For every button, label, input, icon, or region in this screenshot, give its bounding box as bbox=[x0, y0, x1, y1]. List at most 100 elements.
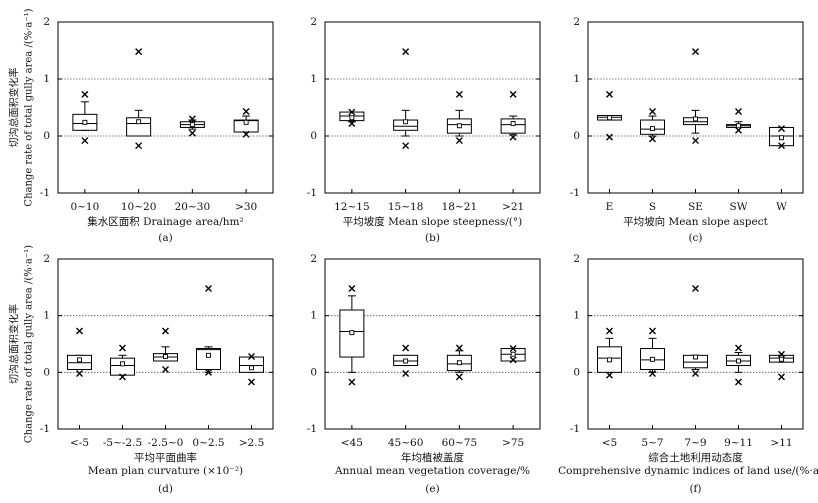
y-tick-label: 2 bbox=[310, 253, 317, 265]
y-tick-label: -1 bbox=[40, 187, 50, 199]
outlier bbox=[692, 137, 699, 145]
outlier bbox=[692, 284, 699, 292]
outlier bbox=[509, 356, 517, 364]
x-tick-label: 9~11 bbox=[724, 437, 753, 449]
panel-label: (d) bbox=[158, 483, 173, 495]
x-tick-label: 18~21 bbox=[442, 201, 478, 213]
outlier bbox=[455, 137, 463, 145]
plot-frame bbox=[57, 258, 274, 430]
x-tick-label: <45 bbox=[341, 437, 363, 449]
outlier bbox=[509, 133, 517, 141]
outlier bbox=[76, 327, 83, 335]
x-tick-label: 60~75 bbox=[442, 437, 478, 449]
y-tick-label: 0 bbox=[573, 130, 580, 142]
y-tick-label: 1 bbox=[573, 310, 580, 322]
y-tick-label: 0 bbox=[310, 366, 317, 378]
mean bbox=[650, 126, 655, 132]
x-axis-label: Mean plan curvature (×10⁻²) bbox=[88, 465, 243, 477]
outlier bbox=[455, 344, 463, 352]
y-tick-label: -1 bbox=[570, 423, 580, 435]
mean bbox=[189, 122, 195, 128]
outlier bbox=[162, 327, 169, 335]
y-axis-label: Change rate of total gully area /(%·a⁻¹) bbox=[24, 8, 35, 206]
y-tick-label: 2 bbox=[43, 16, 50, 28]
x-tick-label: 10~20 bbox=[121, 201, 157, 213]
plot-frame bbox=[587, 21, 804, 194]
outlier bbox=[649, 369, 656, 377]
outlier bbox=[778, 142, 785, 150]
x-tick-label: 20~30 bbox=[175, 201, 211, 213]
outlier bbox=[205, 368, 212, 376]
outlier bbox=[509, 345, 517, 353]
x-tick-label: 5~7 bbox=[641, 437, 663, 449]
mean bbox=[136, 119, 142, 125]
outlier bbox=[606, 371, 613, 379]
outlier bbox=[348, 119, 356, 127]
x-tick-label: -2.5~0 bbox=[148, 437, 184, 449]
outlier bbox=[348, 284, 356, 292]
box bbox=[597, 346, 622, 373]
outlier bbox=[606, 90, 613, 98]
y-tick-label: -1 bbox=[40, 423, 50, 435]
mean bbox=[349, 330, 355, 336]
x-axis-label: 平均坡度 Mean slope steepness/(°) bbox=[343, 215, 523, 228]
x-axis-label: 平均平面曲率 bbox=[134, 451, 197, 464]
y-axis-label: 切沟总面积变化率 bbox=[8, 68, 21, 148]
outlier bbox=[242, 107, 250, 115]
x-axis-label: Comprehensive dynamic indices of land us… bbox=[558, 465, 818, 477]
outlier bbox=[778, 125, 785, 133]
x-axis-label: Annual mean vegetation coverage/% bbox=[334, 465, 530, 477]
x-tick-label: 15~18 bbox=[388, 201, 424, 213]
y-tick-label: 2 bbox=[573, 16, 580, 28]
outlier bbox=[778, 373, 785, 381]
x-tick-label: W bbox=[776, 201, 787, 213]
outlier bbox=[455, 90, 463, 98]
outlier bbox=[76, 369, 83, 377]
y-tick-label: 0 bbox=[43, 366, 50, 378]
mean bbox=[779, 356, 784, 362]
outlier bbox=[649, 107, 656, 115]
y-tick-label: -1 bbox=[570, 187, 580, 199]
outlier bbox=[402, 369, 410, 377]
x-tick-label: SE bbox=[688, 201, 703, 213]
mean bbox=[403, 119, 409, 125]
outlier bbox=[735, 107, 742, 115]
mean bbox=[349, 115, 355, 121]
mean bbox=[456, 360, 462, 366]
mean bbox=[736, 358, 741, 364]
mean bbox=[206, 352, 211, 358]
outlier bbox=[81, 137, 89, 145]
outlier bbox=[735, 344, 742, 352]
plot-frame bbox=[587, 258, 804, 430]
outlier bbox=[649, 327, 656, 335]
y-tick-label: 0 bbox=[43, 130, 50, 142]
mean bbox=[693, 116, 698, 122]
panel-label: (b) bbox=[425, 232, 440, 244]
y-tick-label: 2 bbox=[310, 16, 317, 28]
outlier bbox=[162, 366, 169, 373]
outlier bbox=[205, 284, 212, 292]
mean bbox=[510, 121, 516, 126]
mean bbox=[693, 354, 698, 360]
outlier bbox=[509, 90, 517, 98]
y-tick-label: 1 bbox=[43, 73, 50, 85]
x-tick-label: <5 bbox=[602, 437, 617, 449]
box bbox=[126, 117, 152, 137]
outlier bbox=[119, 344, 126, 352]
outlier bbox=[455, 373, 463, 381]
outlier bbox=[606, 327, 613, 335]
mean bbox=[243, 119, 249, 125]
mean bbox=[510, 351, 516, 357]
plot-frame bbox=[57, 21, 274, 194]
y-tick-label: 1 bbox=[310, 73, 317, 85]
mean bbox=[607, 115, 612, 121]
x-tick-label: >11 bbox=[770, 437, 792, 449]
outlier bbox=[248, 378, 255, 386]
panel-label: (c) bbox=[688, 232, 702, 244]
box bbox=[110, 357, 135, 376]
outlier bbox=[248, 352, 255, 360]
x-tick-label: <-5 bbox=[70, 437, 89, 449]
outlier bbox=[735, 378, 742, 386]
x-axis-label: 综合土地利用动态度 bbox=[648, 451, 743, 464]
outlier bbox=[402, 48, 410, 56]
